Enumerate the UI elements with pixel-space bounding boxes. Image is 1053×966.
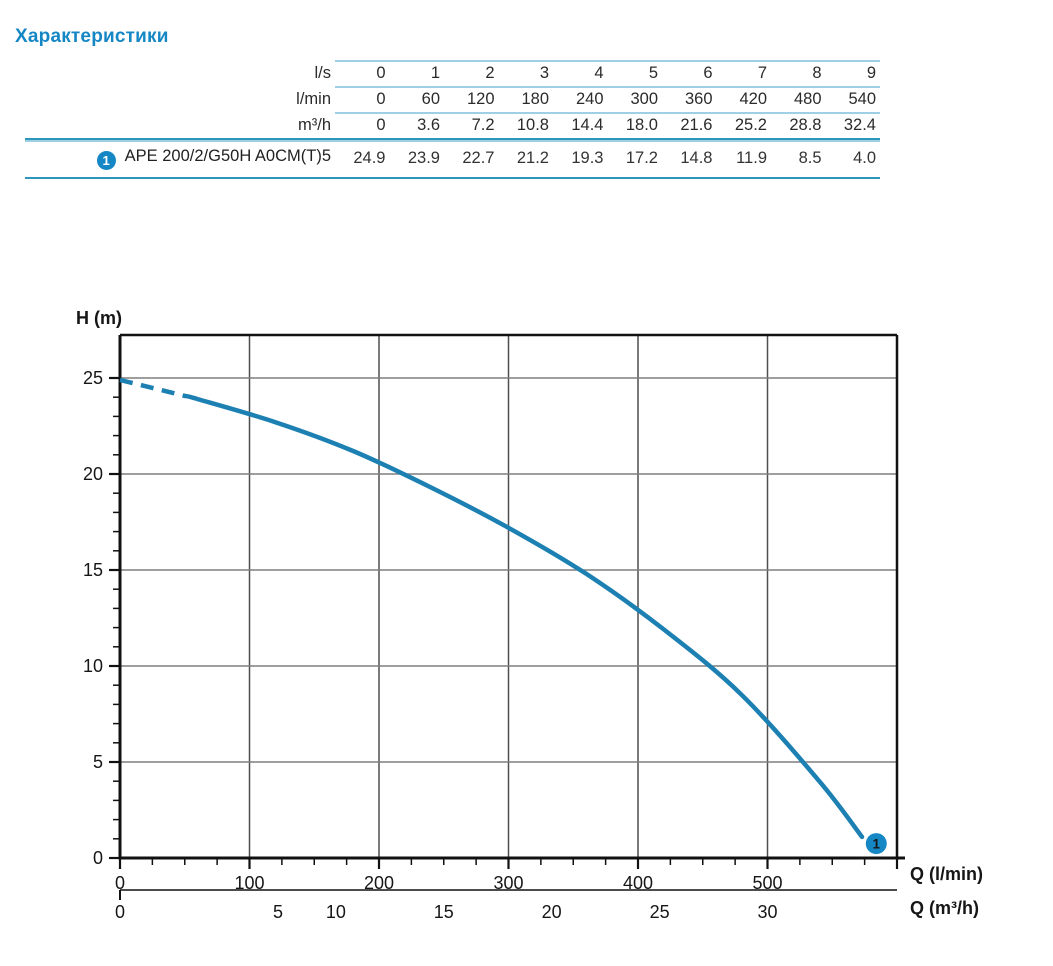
unit-value: 8 — [771, 60, 826, 87]
pump-curve — [182, 393, 865, 840]
x-tick-label: 300 — [493, 873, 523, 893]
head-value: 17.2 — [607, 138, 662, 179]
unit-value: 4 — [553, 60, 608, 87]
series-number-badge: 1 — [96, 151, 116, 170]
unit-value: 0 — [335, 60, 390, 87]
unit-value: 3.6 — [389, 112, 444, 139]
unit-value: 7.2 — [444, 112, 499, 139]
head-value: 24.9 — [335, 138, 390, 179]
y-tick-label: 25 — [83, 368, 103, 388]
unit-value: 9 — [825, 60, 880, 87]
unit-value: 300 — [607, 86, 662, 113]
pump-name-cell: 1 APE 200/2/G50H A0CM(T)5 — [25, 138, 335, 179]
unit-value: 18.0 — [607, 112, 662, 139]
y-tick-label: 0 — [93, 848, 103, 868]
head-value: 22.7 — [444, 138, 499, 179]
unit-value: 7 — [716, 60, 771, 87]
x2-tick-label: 20 — [542, 902, 562, 922]
head-value: 23.9 — [389, 138, 444, 179]
y-tick-label: 10 — [83, 656, 103, 676]
x-tick-label: 100 — [234, 873, 264, 893]
unit-value: 28.8 — [771, 112, 826, 139]
curve-end-badge-label: 1 — [873, 836, 881, 851]
unit-value: 120 — [444, 86, 499, 113]
pump-row: 1 APE 200/2/G50H A0CM(T)5 24.9 23.9 22.7 21.2… — [25, 138, 880, 179]
unit-label: l/s — [314, 64, 332, 82]
x-axis-title: Q (l/min) — [910, 864, 983, 884]
pump-curve-dashed — [119, 377, 186, 399]
x2-tick-label: 5 — [273, 902, 283, 922]
unit-value: 6 — [662, 60, 717, 87]
head-value: 11.9 — [716, 138, 771, 179]
unit-value: 0 — [335, 112, 390, 139]
head-value: 21.2 — [498, 138, 553, 179]
unit-value: 420 — [716, 86, 771, 113]
y-axis-title: H (m) — [76, 308, 122, 328]
unit-value: 240 — [553, 86, 608, 113]
curve-end-badge — [865, 833, 887, 855]
unit-value: 0 — [335, 86, 390, 113]
unit-value: 60 — [389, 86, 444, 113]
unit-row-lmin: l/min 0 60 120 180 240 300 360 420 480 540 — [25, 86, 880, 113]
unit-value: 10.8 — [498, 112, 553, 139]
page-title: Характеристики — [15, 26, 169, 47]
x2-tick-label: 15 — [434, 902, 454, 922]
x-tick-label: 500 — [752, 873, 782, 893]
unit-row-mh: m³/h 0 3.6 7.2 10.8 14.4 18.0 21.6 25.2 28.8 32.4 — [25, 112, 880, 139]
unit-value: 1 — [389, 60, 444, 87]
unit-value: 21.6 — [662, 112, 717, 139]
unit-value: 14.4 — [553, 112, 608, 139]
unit-value: 180 — [498, 86, 553, 113]
x2-tick-label: 10 — [326, 902, 346, 922]
pump-model-name: APE 200/2/G50H A0CM(T)5 — [124, 147, 331, 165]
unit-value: 5 — [607, 60, 662, 87]
y-tick-label: 5 — [93, 752, 103, 772]
unit-value: 2 — [444, 60, 499, 87]
unit-label: m³/h — [298, 115, 331, 134]
unit-value: 360 — [662, 86, 717, 113]
x-tick-label: 400 — [623, 873, 653, 893]
x2-tick-label: 30 — [757, 902, 777, 922]
flow-rate-table: l/s 0 1 2 3 4 5 6 7 8 9 l/min 0 60 120 180 240 300 360 420 4… — [25, 60, 880, 179]
head-value: 8.5 — [771, 138, 826, 179]
unit-row-ls: l/s 0 1 2 3 4 5 6 7 8 9 — [25, 60, 880, 87]
unit-value: 25.2 — [716, 112, 771, 139]
x-tick-label: 0 — [115, 873, 125, 893]
x2-tick-label: 0 — [115, 902, 125, 922]
unit-label: l/min — [296, 90, 331, 108]
y-tick-label: 15 — [83, 560, 103, 580]
unit-value: 480 — [771, 86, 826, 113]
unit-value: 540 — [825, 86, 880, 113]
x2-axis-title: Q (m³/h) — [910, 898, 979, 918]
head-value: 14.8 — [662, 138, 717, 179]
y-tick-label: 20 — [83, 464, 103, 484]
head-value: 4.0 — [825, 138, 880, 179]
x-tick-label: 200 — [364, 873, 394, 893]
unit-value: 32.4 — [825, 112, 880, 139]
head-value: 19.3 — [553, 138, 608, 179]
unit-value: 3 — [498, 60, 553, 87]
x2-tick-label: 25 — [650, 902, 670, 922]
